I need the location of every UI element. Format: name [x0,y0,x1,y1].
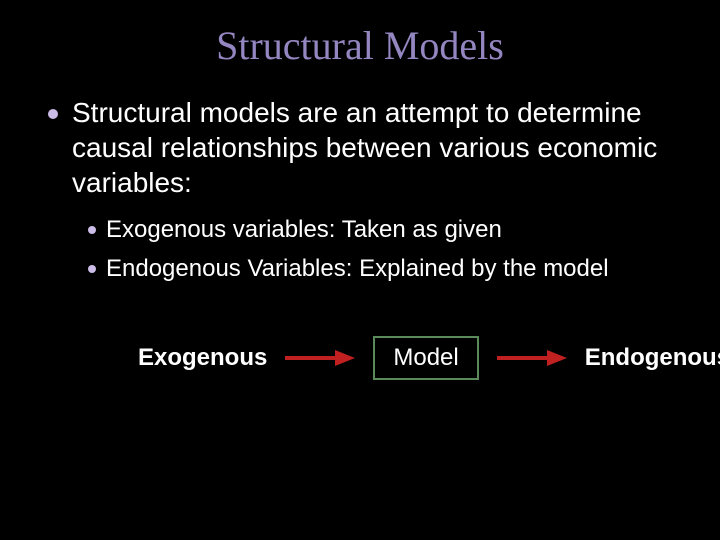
flow-label-endogenous: Endogenous [585,344,720,372]
arrow-icon [497,348,567,368]
flow-diagram: Exogenous Model Endogenous [48,292,680,380]
slide: Structural Models Structural models are … [0,0,720,540]
arrow-icon [285,348,355,368]
bullet-icon [48,109,58,119]
sub-bullet-text: Exogenous variables: Taken as given [106,214,502,245]
sub-bullet-text: Endogenous Variables: Explained by the m… [106,253,609,284]
flow-box-model: Model [373,336,478,380]
sub-bullet-list: Exogenous variables: Taken as given Endo… [48,208,680,284]
bullet-icon [88,226,96,234]
sub-bullet-item: Endogenous Variables: Explained by the m… [88,253,680,284]
flow-label-exogenous: Exogenous [138,344,267,372]
slide-title: Structural Models [0,0,720,77]
bullet-item: Structural models are an attempt to dete… [48,95,680,200]
sub-bullet-item: Exogenous variables: Taken as given [88,214,680,245]
slide-body: Structural models are an attempt to dete… [0,77,720,380]
bullet-icon [88,265,96,273]
bullet-text: Structural models are an attempt to dete… [72,95,680,200]
